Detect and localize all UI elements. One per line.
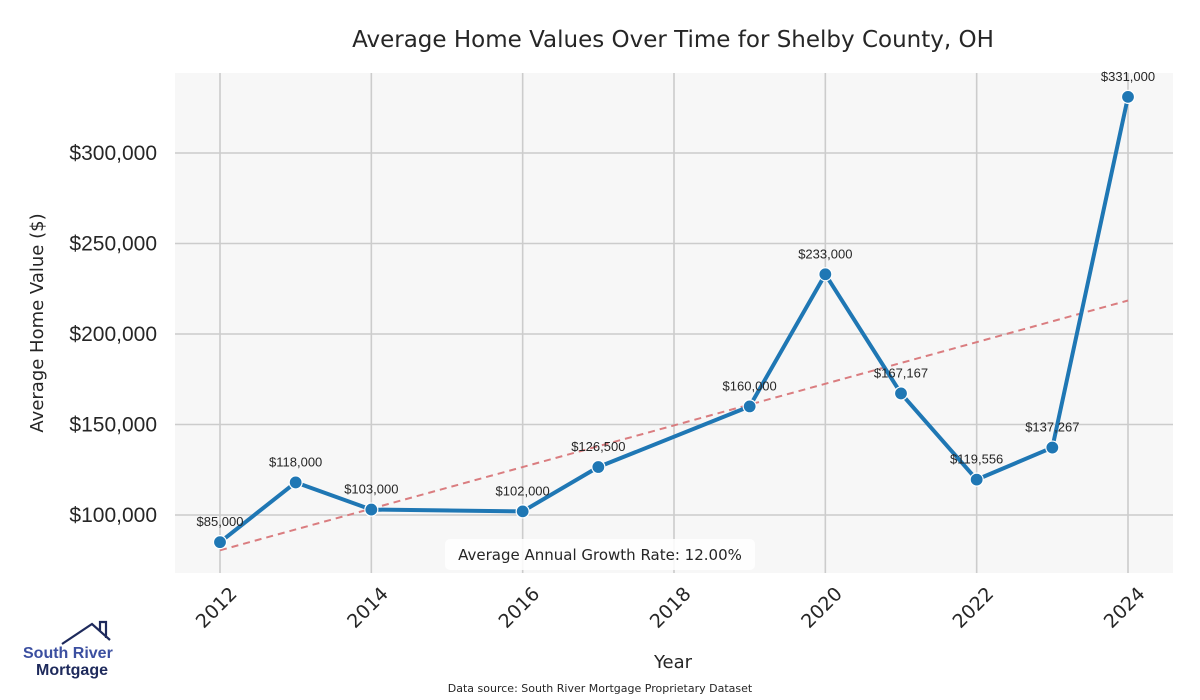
data-point	[591, 459, 606, 475]
chart-title: Average Home Values Over Time for Shelby…	[352, 27, 994, 53]
y-tick-label: $150,000	[69, 414, 157, 437]
company-logo: South River Mortgage	[23, 620, 113, 679]
x-tick-label: 2018	[646, 583, 696, 633]
logo-line-1: South River	[23, 645, 113, 662]
house-roof-icon	[61, 620, 111, 645]
data-points	[212, 89, 1136, 550]
data-source-footnote: Data source: South River Mortgage Propri…	[448, 682, 753, 695]
growth-annotation: Average Annual Growth Rate: 12.00%	[445, 539, 755, 570]
growth-annotation-box	[445, 539, 755, 570]
data-label: $331,000	[1101, 69, 1155, 84]
x-tick-label: 2016	[494, 583, 544, 633]
data-point	[1120, 89, 1136, 104]
data-label: $167,167	[874, 365, 928, 380]
data-label: $233,000	[798, 246, 852, 261]
data-point	[288, 475, 303, 490]
logo-line-2: Mortgage	[36, 662, 108, 679]
data-label: $126,500	[571, 439, 625, 454]
x-axis-label: Year	[653, 652, 693, 673]
data-label: $160,000	[723, 378, 777, 393]
y-axis-ticks: $100,000 $150,000 $200,000 $250,000 $300,000	[69, 142, 157, 527]
data-point	[893, 386, 909, 401]
data-labels: $85,000 $118,000 $103,000 $102,000 $126,500 $…	[197, 69, 1156, 529]
data-point	[212, 535, 228, 550]
data-label: $118,000	[269, 454, 322, 469]
data-label: $119,556	[950, 452, 1003, 467]
data-point	[818, 267, 833, 282]
y-tick-label: $200,000	[69, 323, 157, 346]
data-point	[364, 502, 379, 517]
x-axis-ticks: 2012 2014 2016 2018 2020 2022 2024	[192, 583, 1150, 633]
x-tick-label: 2024	[1100, 583, 1150, 633]
data-point	[742, 399, 757, 414]
data-label: $102,000	[496, 483, 550, 498]
x-tick-label: 2020	[797, 583, 847, 633]
y-axis-label: Average Home Value ($)	[27, 213, 48, 432]
y-tick-label: $300,000	[69, 142, 157, 165]
data-label: $103,000	[344, 482, 398, 497]
data-point	[515, 504, 530, 519]
data-label: $85,000	[197, 514, 244, 529]
y-tick-label: $250,000	[69, 233, 157, 256]
growth-annotation-text: Average Annual Growth Rate: 12.00%	[458, 546, 742, 564]
x-tick-label: 2022	[948, 583, 998, 633]
x-tick-label: 2012	[192, 583, 242, 633]
data-label: $137,267	[1025, 420, 1079, 435]
data-point	[969, 472, 984, 487]
x-tick-label: 2014	[343, 583, 393, 633]
data-point	[1045, 440, 1060, 455]
y-tick-label: $100,000	[69, 504, 157, 527]
